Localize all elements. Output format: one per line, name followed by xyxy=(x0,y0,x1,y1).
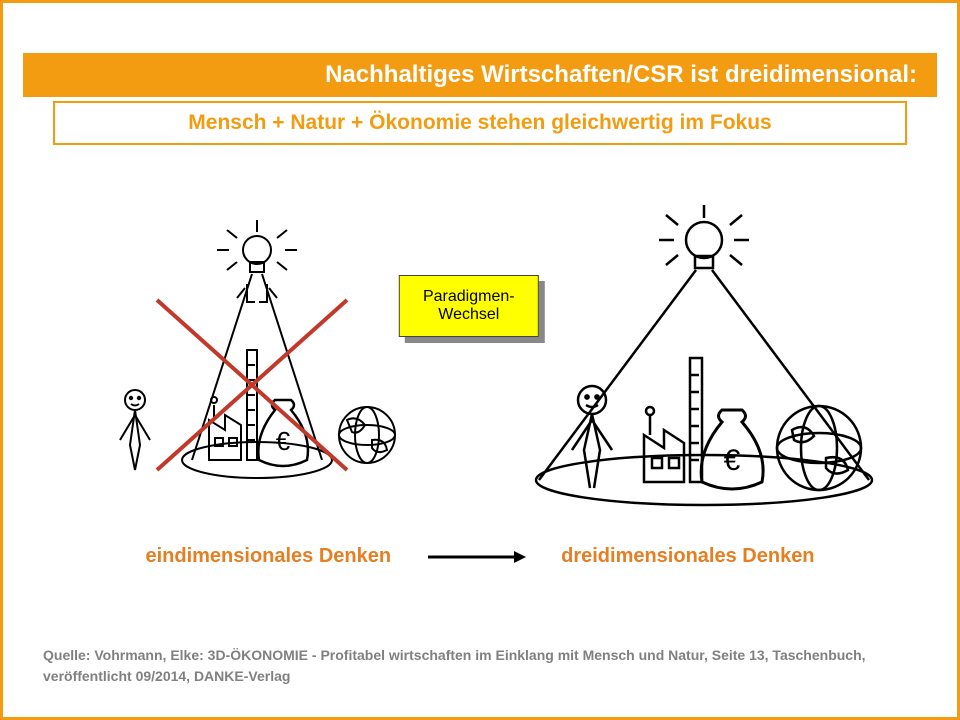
arrow-icon xyxy=(421,547,531,567)
left-caption: eindimensionales Denken xyxy=(145,545,391,568)
lightbulb-icon xyxy=(659,205,749,268)
title-bar-primary: Nachhaltiges Wirtschaften/CSR ist dreidi… xyxy=(23,53,937,97)
globe-icon xyxy=(777,406,861,490)
moneybag-icon: € xyxy=(258,400,308,466)
euro-symbol: € xyxy=(723,444,740,477)
title-1-text: Nachhaltiges Wirtschaften/CSR ist dreidi… xyxy=(325,61,917,88)
source-text: Quelle: Vohrmann, Elke: 3D-ÖKONOMIE - Pr… xyxy=(43,647,866,684)
euro-symbol: € xyxy=(275,426,290,456)
paradigm-box: Paradigmen- Wechsel xyxy=(399,275,539,337)
illustration-row: € Paradigmen- Wechsel xyxy=(3,185,957,535)
left-illustration: € xyxy=(33,185,480,535)
captions-row: eindimensionales Denken dreidimensionale… xyxy=(3,545,957,568)
cross-out xyxy=(157,300,347,470)
lightbulb-icon xyxy=(217,220,297,272)
right-caption: dreidimensionales Denken xyxy=(561,545,814,568)
right-illustration: € xyxy=(480,185,927,535)
moneybag-icon: € xyxy=(701,410,763,489)
title-bar-secondary: Mensch + Natur + Ökonomie stehen gleichw… xyxy=(53,101,907,145)
person-icon xyxy=(572,386,612,488)
globe-icon xyxy=(339,407,395,463)
title-2-text: Mensch + Natur + Ökonomie stehen gleichw… xyxy=(188,111,771,134)
source-citation: Quelle: Vohrmann, Elke: 3D-ÖKONOMIE - Pr… xyxy=(43,645,917,687)
person-icon xyxy=(120,390,150,470)
factory-icon xyxy=(644,358,702,482)
paradigm-label: Paradigmen- Wechsel xyxy=(423,288,515,323)
paradigm-box-inner: Paradigmen- Wechsel xyxy=(399,275,539,337)
